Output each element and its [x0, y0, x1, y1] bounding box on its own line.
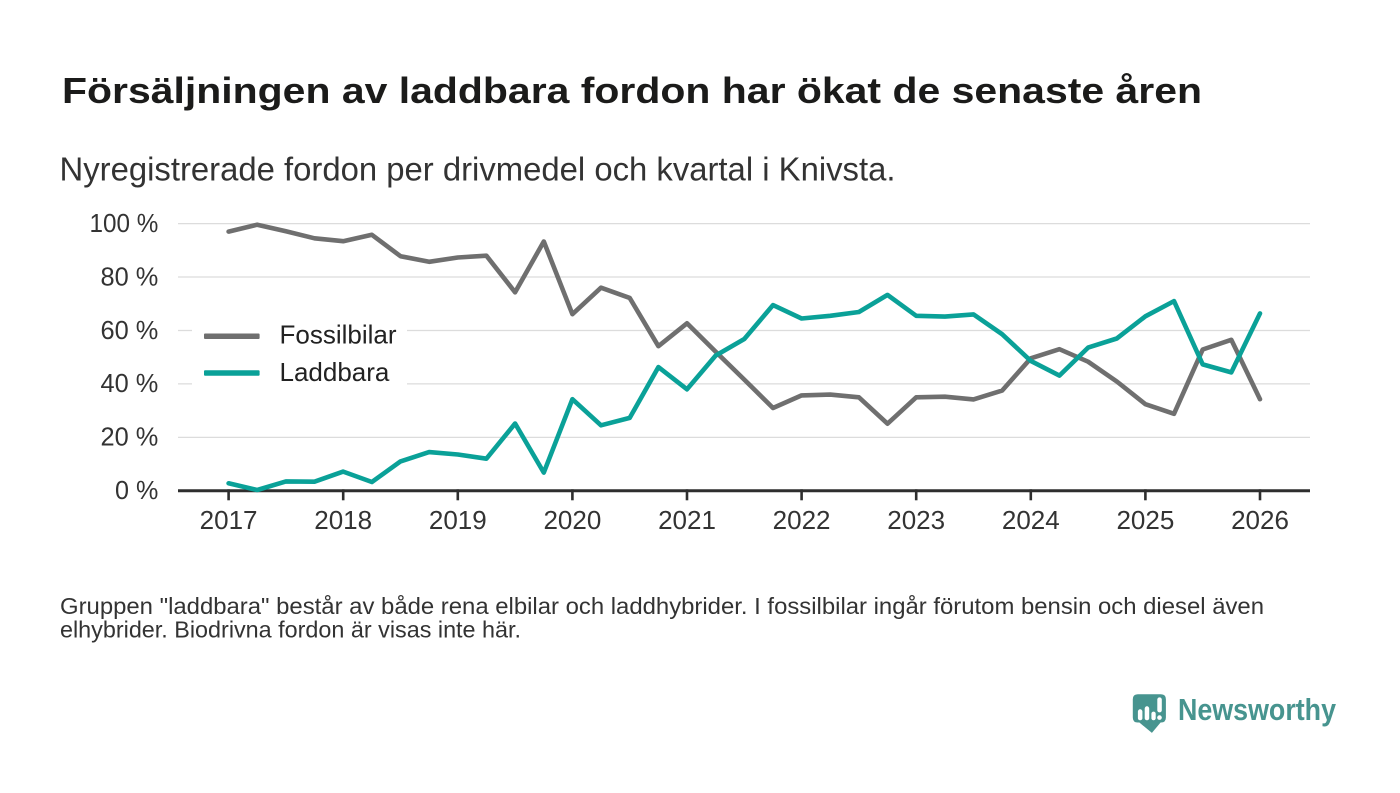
svg-text:Gruppen "laddbara" består av b: Gruppen "laddbara" består av både rena e… [60, 593, 1264, 619]
svg-text:2019: 2019 [429, 505, 487, 535]
svg-text:80 %: 80 % [101, 261, 159, 291]
svg-text:2021: 2021 [658, 505, 716, 535]
svg-text:2026: 2026 [1231, 505, 1289, 535]
svg-text:Newsworthy: Newsworthy [1178, 692, 1337, 727]
svg-text:0 %: 0 % [115, 475, 158, 505]
svg-text:elhybrider. Biodrivna fordon ä: elhybrider. Biodrivna fordon är visas in… [60, 617, 521, 643]
svg-text:20 %: 20 % [101, 422, 159, 452]
svg-text:2018: 2018 [314, 505, 372, 535]
svg-text:Laddbara: Laddbara [280, 357, 390, 387]
svg-text:2017: 2017 [200, 505, 258, 535]
svg-text:2020: 2020 [543, 505, 601, 535]
svg-text:2023: 2023 [887, 505, 945, 535]
svg-text:2024: 2024 [1002, 505, 1060, 535]
svg-text:40 %: 40 % [101, 368, 159, 398]
svg-text:2022: 2022 [773, 505, 831, 535]
svg-text:60 %: 60 % [101, 315, 159, 345]
svg-text:100 %: 100 % [90, 208, 159, 238]
svg-text:2025: 2025 [1116, 505, 1174, 535]
svg-text:Nyregistrerade fordon per driv: Nyregistrerade fordon per drivmedel och … [60, 151, 896, 188]
svg-text:Försäljningen av laddbara ford: Försäljningen av laddbara fordon har öka… [62, 70, 1202, 111]
svg-text:Fossilbilar: Fossilbilar [280, 320, 397, 350]
